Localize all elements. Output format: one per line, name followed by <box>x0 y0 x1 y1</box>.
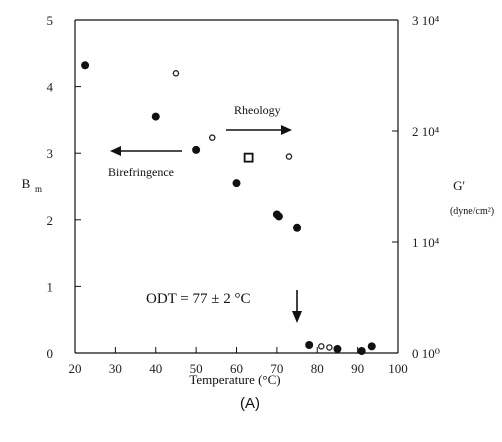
x-axis-label: Temperature (°C) <box>189 372 280 387</box>
x-tick-label: 70 <box>270 361 283 376</box>
birefringence-label: Birefringence <box>108 165 174 179</box>
y-left-tick-label: 3 <box>47 146 54 161</box>
data-point-modulus <box>326 344 333 351</box>
rheology-label: Rheology <box>234 103 281 117</box>
x-tick-label: 60 <box>230 361 243 376</box>
data-point-modulus-square <box>243 152 254 163</box>
odt-label: ODT = 77 ± 2 °C <box>146 291 251 307</box>
y-right-label: G' <box>453 178 465 193</box>
y-right-tick-label: 1 10⁴ <box>412 235 440 250</box>
data-point-birefringence <box>305 341 314 350</box>
y-left-tick-label: 1 <box>47 279 54 294</box>
y-left-tick-label: 4 <box>47 80 54 95</box>
data-point-birefringence <box>293 223 302 232</box>
y-right-tick-label: 3 10⁴ <box>412 13 440 28</box>
data-point-birefringence <box>232 179 241 188</box>
data-point-birefringence <box>274 212 283 221</box>
data-point-birefringence <box>151 112 160 121</box>
x-tick-label: 50 <box>190 361 203 376</box>
odt-arrowhead <box>292 311 302 323</box>
y-right-unit: (dyne/cm²) <box>450 206 494 217</box>
x-tick-label: 80 <box>311 361 324 376</box>
data-point-birefringence <box>357 347 366 356</box>
data-point-modulus <box>318 343 325 350</box>
data-point-modulus <box>285 153 293 160</box>
x-tick-label: 90 <box>351 361 364 376</box>
data-point-birefringence <box>192 145 201 154</box>
y-left-tick-label: 2 <box>47 213 54 228</box>
figure-caption: (A) <box>240 395 260 412</box>
x-tick-label: 20 <box>69 361 82 376</box>
data-point-modulus <box>209 134 216 141</box>
data-point-birefringence <box>367 342 376 351</box>
rheology-arrowhead <box>281 125 292 135</box>
y-left-tick-label: 0 <box>47 346 54 361</box>
tick-labels: 20 30 40 50 60 70 80 90 100 0 1 2 3 4 5 0 10⁰ 1 10⁴ 2 10⁴… <box>47 13 440 376</box>
y-left-label-subscript: m <box>35 184 42 194</box>
y-right-tick-label: 0 10⁰ <box>412 346 440 361</box>
data-point-modulus <box>172 70 180 77</box>
axes <box>74 19 399 354</box>
data-point-birefringence <box>81 61 90 70</box>
y-left-label: B <box>22 176 31 191</box>
data-points <box>81 61 376 356</box>
x-tick-label: 100 <box>388 361 408 376</box>
y-right-tick-label: 2 10⁴ <box>412 124 440 139</box>
x-tick-label: 30 <box>109 361 122 376</box>
x-tick-label: 40 <box>149 361 162 376</box>
birefringence-arrowhead <box>110 146 121 156</box>
data-point-birefringence <box>333 345 342 354</box>
y-left-tick-label: 5 <box>47 13 54 28</box>
